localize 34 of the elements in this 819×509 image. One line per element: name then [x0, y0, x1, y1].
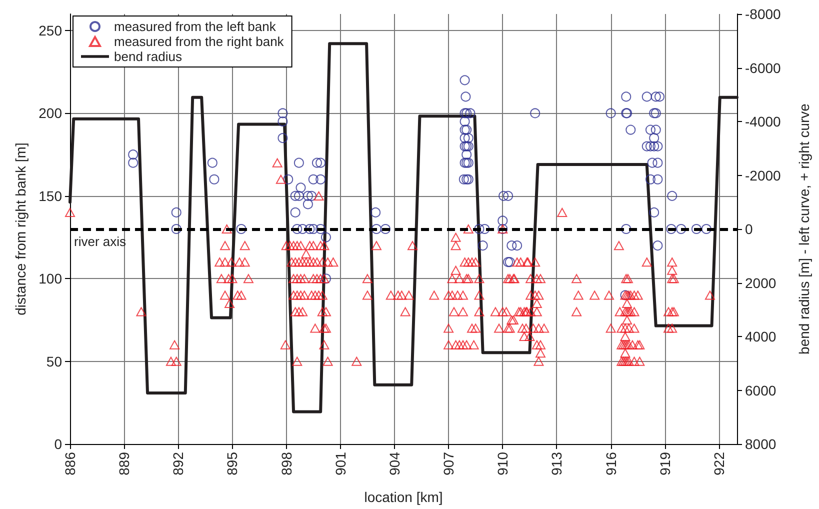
y2-tick-label: -4000: [745, 114, 782, 130]
x-tick-label: 889: [116, 452, 132, 476]
y-tick-label: 200: [38, 105, 62, 122]
x-tick-label: 916: [602, 452, 619, 476]
x-axis-title: location [km]: [364, 489, 443, 505]
y2-tick-label: 4000: [745, 328, 776, 344]
legend-label: measured from the right bank: [114, 34, 284, 49]
y2-tick-label: -8000: [745, 6, 782, 22]
y2-tick-label: 6000: [745, 382, 776, 398]
x-tick-label: 913: [548, 452, 565, 476]
x-tick-label: 910: [494, 452, 511, 476]
y-tick-label: 0: [54, 436, 62, 452]
x-tick-label: 919: [656, 452, 673, 476]
y-tick-label: 150: [38, 188, 62, 204]
y2-tick-label: 2000: [745, 274, 776, 291]
legend-label: measured from the left bank: [114, 19, 276, 34]
legend-label: bend radius: [114, 49, 182, 64]
x-tick-label: 892: [170, 452, 186, 476]
y2-tick-label: -2000: [745, 167, 782, 184]
x-tick-label: 922: [710, 452, 727, 476]
y-tick-label: 100: [38, 270, 62, 287]
y-axis-title: distance from right bank [m]: [12, 142, 29, 316]
y2-tick-label: 0: [745, 221, 753, 237]
x-tick-label: 898: [278, 452, 294, 476]
y2-tick-label: -6000: [745, 60, 782, 76]
x-tick-label: 904: [386, 452, 402, 476]
y2-axis-title: bend radius [m] - left curve, + right curve: [796, 103, 812, 354]
y-tick-label: 50: [46, 353, 62, 370]
x-tick-label: 886: [62, 452, 78, 476]
x-tick-label: 901: [332, 452, 348, 476]
x-tick-label: 907: [440, 452, 457, 476]
y-tick-label: 250: [38, 22, 62, 39]
y2-tick-label: 8000: [745, 436, 776, 452]
x-tick-label: 895: [224, 452, 240, 476]
